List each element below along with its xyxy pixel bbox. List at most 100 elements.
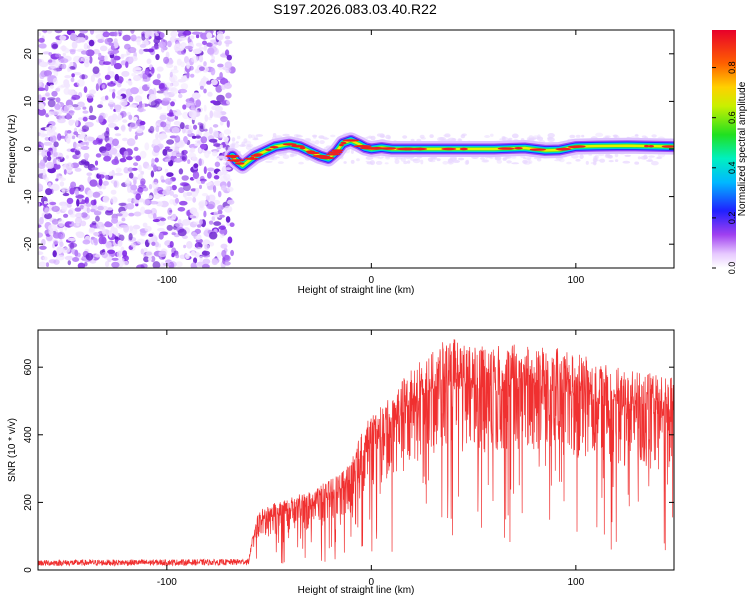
noise-blob — [119, 158, 127, 163]
halo-blob — [444, 133, 451, 138]
bottom-x-axis: -100 0 100 — [157, 330, 585, 588]
noise-blob — [162, 97, 172, 102]
noise-blob — [178, 187, 185, 194]
noise-blob — [155, 33, 159, 37]
halo-blob — [230, 143, 235, 149]
noise-blob — [99, 45, 108, 52]
noise-blob — [90, 208, 96, 213]
halo-blob — [365, 160, 372, 163]
noise-blob — [152, 79, 161, 86]
colorbar-tick-label: 0.4 — [727, 162, 737, 175]
halo-blob — [506, 160, 512, 164]
noise-blob — [205, 42, 214, 47]
noise-blob — [206, 32, 213, 39]
noise-blob — [57, 118, 66, 124]
noise-blob — [54, 30, 63, 34]
noise-blob — [41, 150, 47, 158]
noise-blob — [39, 61, 49, 68]
noise-blob — [136, 128, 144, 134]
noise-blob — [119, 210, 129, 218]
noise-blob — [210, 79, 218, 86]
noise-blob — [38, 108, 47, 116]
noise-blob — [63, 169, 67, 175]
noise-blob — [39, 72, 45, 80]
colorbar-label: Normalized spectral amplitude — [737, 81, 748, 216]
halo-blob — [377, 156, 384, 159]
noise-blob — [130, 87, 139, 95]
noise-blob — [124, 180, 131, 185]
noise-blob — [214, 161, 221, 168]
noise-blob — [80, 145, 90, 150]
halo-blob — [269, 157, 278, 161]
noise-blob — [79, 30, 88, 34]
noise-blob — [130, 30, 135, 34]
noise-blob — [49, 135, 57, 143]
noise-blob — [110, 45, 115, 51]
noise-blob — [74, 150, 81, 156]
noise-blob — [166, 139, 175, 145]
noise-blob — [39, 216, 44, 225]
noise-blob — [51, 205, 60, 212]
halo-blob — [407, 160, 411, 164]
noise-blob — [132, 67, 142, 71]
noise-blob — [195, 187, 200, 194]
tone-peak — [339, 143, 344, 147]
noise-blob — [140, 178, 146, 186]
noise-blob — [111, 257, 119, 261]
noise-blob — [189, 65, 194, 71]
bottom-y-tick-label: 400 — [23, 426, 34, 443]
noise-blob — [153, 164, 158, 172]
noise-blob — [133, 162, 139, 167]
bottom-x-tick-label: -100 — [157, 577, 177, 588]
noise-blob — [78, 117, 84, 121]
noise-blob — [174, 135, 181, 143]
top-y-tick-label: -20 — [23, 237, 34, 252]
noise-blob — [48, 147, 53, 151]
noise-blob — [127, 46, 137, 54]
noise-blob — [74, 249, 79, 257]
noise-blob — [83, 205, 87, 213]
tone-layer — [231, 139, 674, 167]
noise-blob — [211, 258, 219, 266]
noise-blob — [190, 251, 196, 256]
noise-blob — [163, 56, 170, 64]
noise-blob — [127, 198, 132, 203]
halo-blob — [648, 155, 655, 158]
tone-peak — [661, 145, 674, 148]
halo-blob — [490, 133, 494, 137]
noise-scatter — [38, 30, 673, 268]
noise-blob — [97, 204, 105, 212]
bottom-y-axis: 0 200 400 600 — [23, 358, 674, 573]
noise-blob — [139, 100, 143, 108]
noise-blob — [43, 200, 48, 205]
top-x-tick-label: -100 — [157, 275, 177, 286]
noise-blob — [53, 141, 59, 148]
noise-blob — [73, 131, 79, 136]
top-y-tick-label: 10 — [23, 95, 34, 107]
noise-blob — [83, 43, 89, 50]
noise-blob — [182, 30, 192, 36]
noise-blob — [115, 106, 121, 113]
noise-blob — [97, 104, 103, 109]
noise-blob — [74, 106, 81, 111]
noise-blob — [44, 127, 52, 131]
noise-blob — [104, 55, 108, 62]
noise-blob — [125, 183, 131, 188]
noise-blob — [217, 209, 223, 215]
halo-blob — [384, 162, 389, 165]
noise-blob — [158, 41, 166, 48]
noise-blob — [61, 63, 67, 70]
noise-blob — [128, 114, 133, 121]
noise-blob — [226, 54, 232, 61]
noise-blob — [94, 74, 101, 78]
noise-blob — [133, 116, 138, 122]
noise-blob — [125, 80, 132, 84]
noise-blob — [211, 216, 215, 220]
noise-blob — [150, 66, 155, 74]
noise-blob — [229, 222, 235, 227]
tone-peak — [253, 153, 264, 156]
noise-blob — [178, 88, 188, 94]
noise-blob — [38, 183, 44, 192]
noise-blob — [213, 180, 222, 186]
